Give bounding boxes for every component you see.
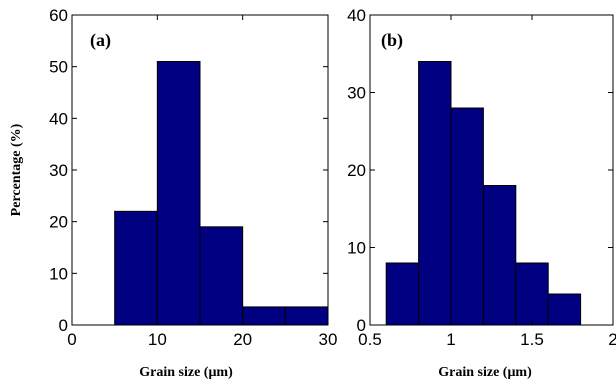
panel-a-ytick-label-4: 30 xyxy=(49,161,68,180)
panel-b-bars xyxy=(385,61,582,326)
panel-a: 0 10 20 30 0 10 20 30 40 50 60 (a) Grain size (μm)… xyxy=(9,6,337,380)
panel-b-xtick-label-3: 1.5 xyxy=(520,330,544,349)
panel-a-ytick-label-5: 40 xyxy=(49,109,68,128)
panel-a-bar-3 xyxy=(199,226,244,326)
panel-b-bar-6 xyxy=(547,293,582,326)
panel-a-xtick-label-3: 20 xyxy=(233,330,252,349)
panel-b-xtick-label-4: 2 xyxy=(608,330,616,349)
panel-b-ytick-label-5: 40 xyxy=(347,6,366,25)
panel-b-label: (b) xyxy=(381,30,403,51)
panel-b-bar-3 xyxy=(450,107,484,326)
panel-a-ytick-label-1: 0 xyxy=(59,316,68,335)
panel-b-xlabel: Grain size (μm) xyxy=(438,365,532,380)
panel-b-ytick-label-2: 10 xyxy=(347,239,366,258)
panel-b-bar-5 xyxy=(515,262,549,326)
panel-a-ytick-label-7: 60 xyxy=(49,6,68,25)
panel-a-ytick-label-2: 10 xyxy=(49,264,68,283)
panel-a-bar-5 xyxy=(284,306,329,326)
panel-b-bar-1 xyxy=(385,262,420,326)
panel-b-xtick-label-2: 1 xyxy=(446,330,455,349)
panel-b-ytick-label-3: 20 xyxy=(347,161,366,180)
panel-a-xtick-label-4: 30 xyxy=(319,330,338,349)
panel-a-ytick-label-6: 50 xyxy=(49,58,68,77)
panel-a-bars xyxy=(114,61,329,326)
panel-b-ytick-label-1: 0 xyxy=(357,316,366,335)
panel-a-bar-1 xyxy=(114,210,158,326)
panel-b-xtick-label-1: 0.5 xyxy=(358,330,382,349)
panel-a-ytick-label-3: 20 xyxy=(49,213,68,232)
panel-b-bar-4 xyxy=(482,185,517,326)
panel-a-xlabel: Grain size (μm) xyxy=(139,365,233,380)
panel-a-bar-4 xyxy=(242,306,286,326)
panel-a-bar-2 xyxy=(156,61,201,326)
panel-b-bar-2 xyxy=(418,61,452,326)
panel-a-xtick-label-2: 10 xyxy=(148,330,167,349)
panel-a-label: (a) xyxy=(90,30,111,51)
panel-b-ytick-label-4: 30 xyxy=(347,84,366,103)
panel-a-ticks: 0 10 20 30 0 10 20 30 40 50 60 xyxy=(49,6,337,349)
panel-a-xtick-label-1: 0 xyxy=(67,330,76,349)
panel-a-ylabel: Percentage (%) xyxy=(9,123,24,216)
